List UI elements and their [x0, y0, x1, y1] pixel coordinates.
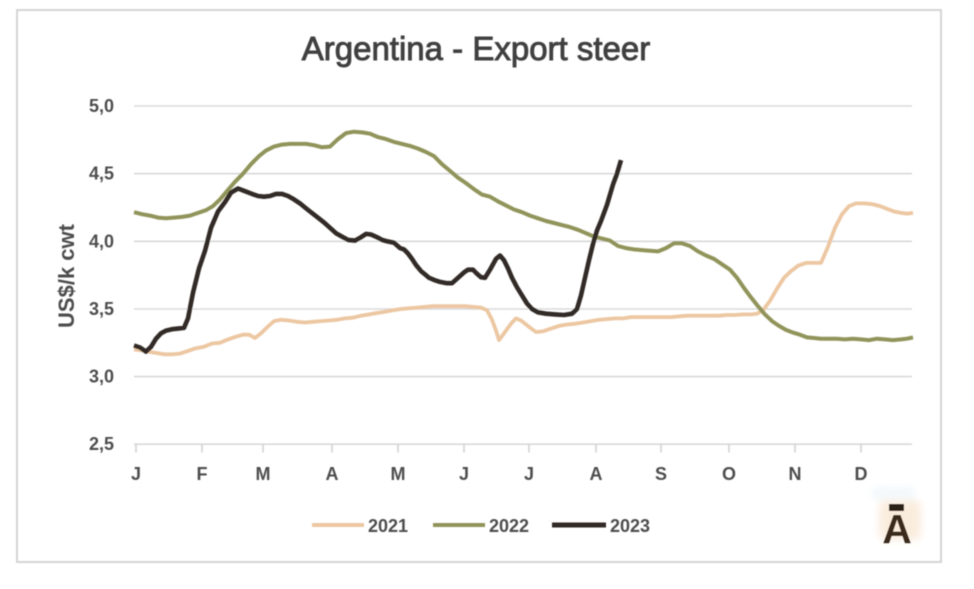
svg-text:M: M: [391, 464, 406, 484]
svg-text:N: N: [789, 464, 802, 484]
svg-text:5,0: 5,0: [89, 96, 114, 116]
svg-text:4,5: 4,5: [89, 164, 114, 184]
svg-text:US$/k cwt: US$/k cwt: [54, 223, 79, 328]
svg-text:2021: 2021: [368, 516, 408, 536]
svg-text:O: O: [722, 464, 736, 484]
svg-text:A: A: [326, 464, 339, 484]
svg-text:2023: 2023: [610, 516, 650, 536]
svg-text:J: J: [131, 464, 141, 484]
svg-text:D: D: [855, 464, 868, 484]
svg-text:M: M: [256, 464, 271, 484]
svg-text:J: J: [524, 464, 534, 484]
svg-text:4,0: 4,0: [89, 231, 114, 251]
svg-text:A: A: [590, 464, 603, 484]
svg-text:J: J: [459, 464, 469, 484]
svg-text:3,0: 3,0: [89, 367, 114, 387]
svg-text:2022: 2022: [489, 516, 529, 536]
svg-text:S: S: [655, 464, 667, 484]
svg-text:F: F: [197, 464, 208, 484]
svg-text:A: A: [882, 506, 912, 552]
svg-text:Argentina - Export steer: Argentina - Export steer: [302, 30, 651, 67]
svg-text:2,5: 2,5: [89, 434, 114, 454]
svg-text:3,5: 3,5: [89, 299, 114, 319]
